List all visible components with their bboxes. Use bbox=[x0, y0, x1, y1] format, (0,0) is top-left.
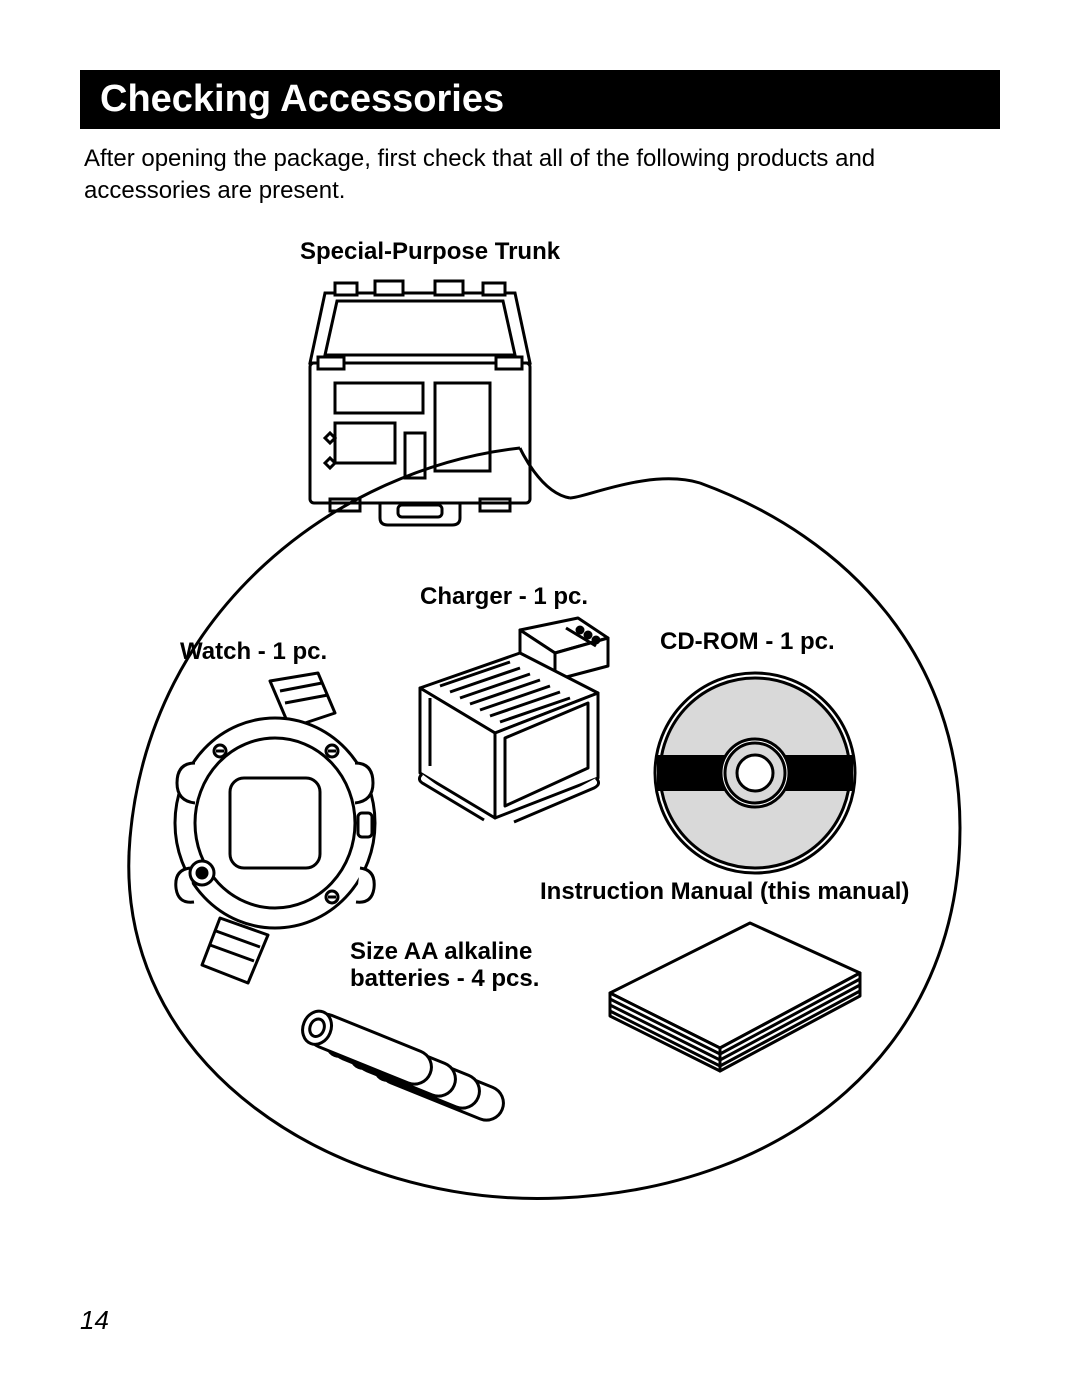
section-title: Checking Accessories bbox=[100, 78, 504, 120]
cdrom-label: CD-ROM - 1 pc. bbox=[660, 628, 835, 656]
accessories-diagram: Special-Purpose Trunk bbox=[90, 238, 990, 1188]
cdrom-icon bbox=[645, 663, 865, 883]
batteries-icon bbox=[310, 1003, 540, 1143]
batteries-label-line2: batteries - 4 pcs. bbox=[350, 965, 539, 992]
charger-label: Charger - 1 pc. bbox=[420, 583, 588, 611]
charger-icon bbox=[400, 618, 630, 828]
page-number: 14 bbox=[80, 1305, 109, 1336]
watch-label: Watch - 1 pc. bbox=[180, 638, 327, 666]
manual-label: Instruction Manual (this manual) bbox=[540, 878, 909, 906]
section-title-bar: Checking Accessories bbox=[80, 70, 1000, 129]
batteries-label-line1: Size AA alkaline bbox=[350, 938, 532, 965]
manual-page: Checking Accessories After opening the p… bbox=[0, 0, 1080, 1386]
manual-icon bbox=[580, 913, 880, 1083]
batteries-label: Size AA alkaline batteries - 4 pcs. bbox=[350, 938, 590, 993]
intro-paragraph: After opening the package, first check t… bbox=[84, 143, 1000, 208]
